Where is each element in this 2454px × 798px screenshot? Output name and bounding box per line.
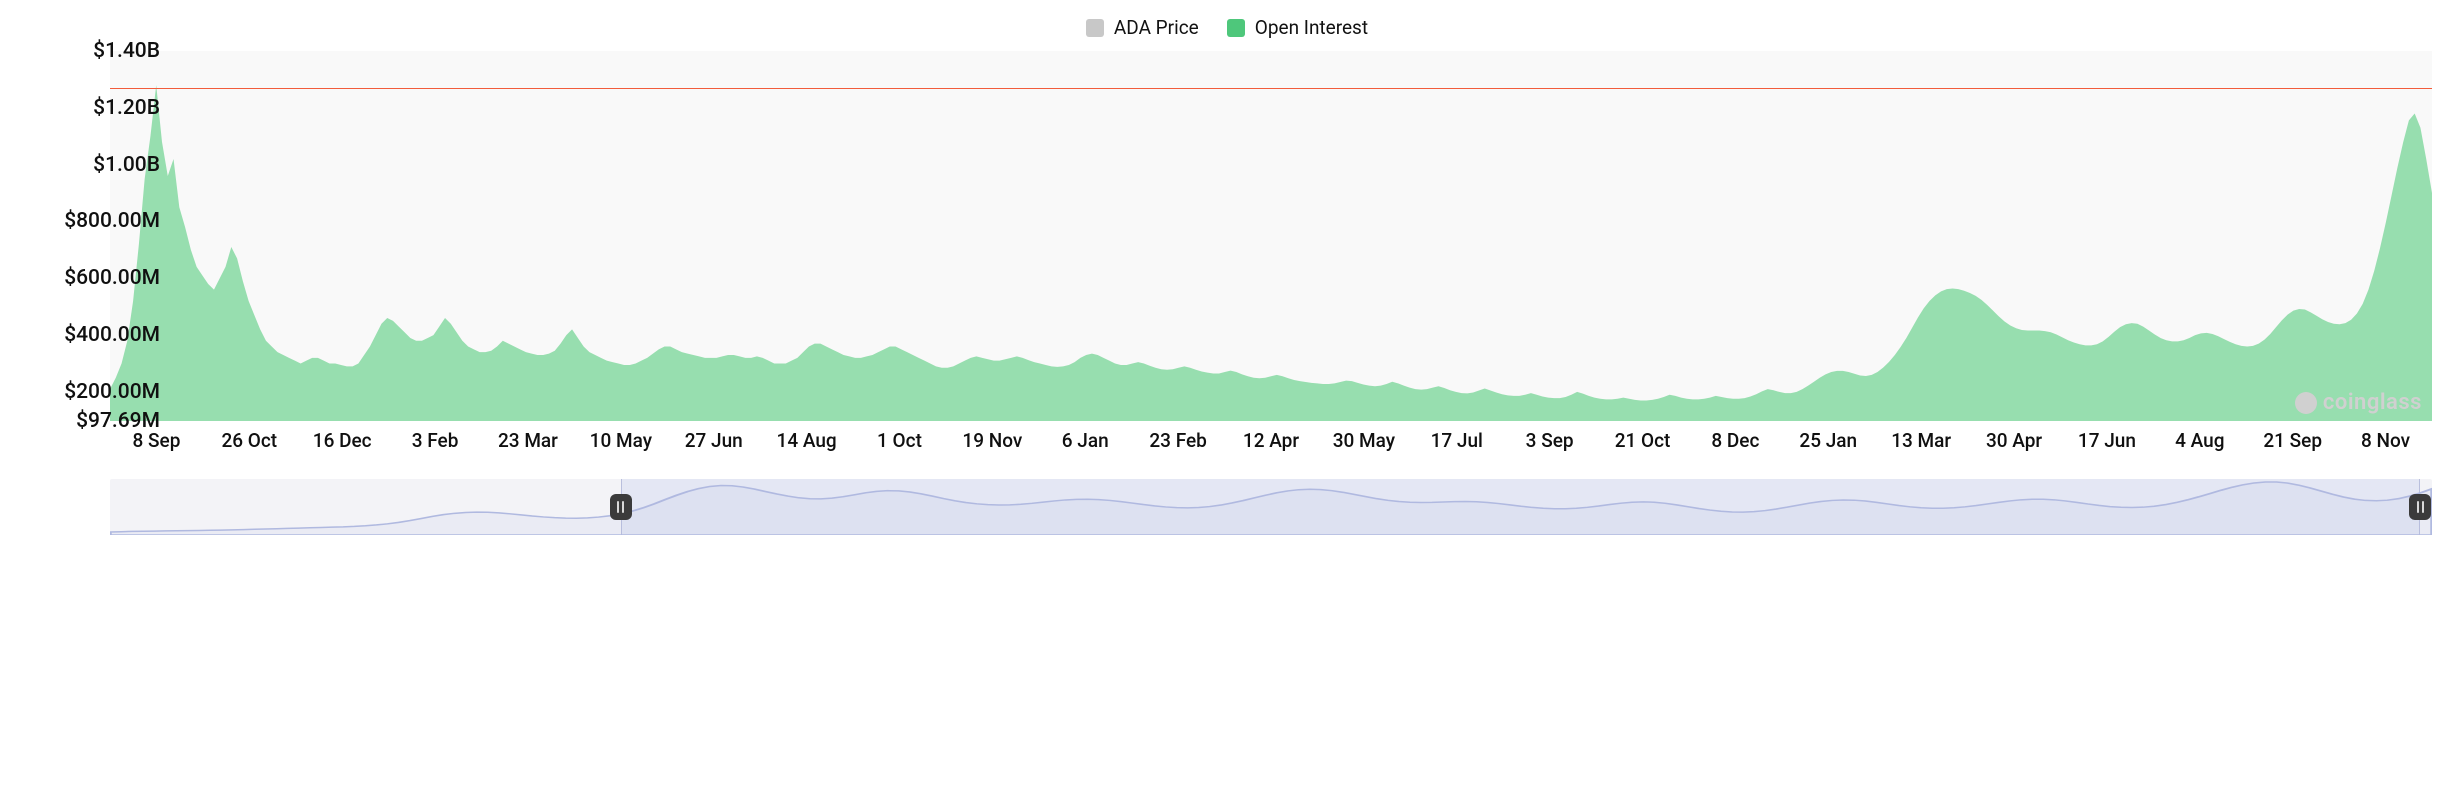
y-tick-label: $800.00M <box>40 209 160 233</box>
x-tick-label: 8 Sep <box>132 429 180 452</box>
x-tick-label: 21 Sep <box>2263 429 2322 452</box>
y-tick-label: $1.20B <box>40 96 160 120</box>
x-tick-label: 30 Apr <box>1986 429 2042 452</box>
x-tick-label: 8 Nov <box>2361 429 2410 452</box>
navigator[interactable] <box>110 479 2432 535</box>
main-chart: coinglass $1.40B$1.20B$1.00B$800.00M$600… <box>110 51 2432 421</box>
chart-legend: ADA Price Open Interest <box>0 0 2454 39</box>
x-tick-label: 8 Dec <box>1711 429 1759 452</box>
watermark-text: coinglass <box>2323 390 2422 415</box>
x-tick-label: 13 Mar <box>1891 429 1951 452</box>
navigator-handle-left[interactable] <box>610 494 632 520</box>
x-tick-label: 3 Feb <box>412 429 459 452</box>
legend-label-price: ADA Price <box>1114 16 1199 39</box>
navigator-line <box>110 479 2432 535</box>
x-tick-label: 16 Dec <box>313 429 372 452</box>
x-tick-label: 19 Nov <box>962 429 1022 452</box>
legend-item-price[interactable]: ADA Price <box>1086 16 1199 39</box>
x-tick-label: 12 Apr <box>1243 429 1299 452</box>
y-tick-label: $600.00M <box>40 266 160 290</box>
navigator-handle-right[interactable] <box>2409 494 2431 520</box>
legend-swatch-oi <box>1227 19 1245 37</box>
x-tick-label: 25 Jan <box>1799 429 1857 452</box>
x-tick-label: 30 May <box>1333 429 1395 452</box>
x-tick-label: 17 Jul <box>1431 429 1483 452</box>
watermark-icon <box>2295 392 2317 414</box>
y-axis: $1.40B$1.20B$1.00B$800.00M$600.00M$400.0… <box>40 51 160 421</box>
reference-line <box>110 88 2432 89</box>
watermark: coinglass <box>2295 390 2422 415</box>
x-tick-label: 3 Sep <box>1526 429 1574 452</box>
x-tick-label: 10 May <box>590 429 652 452</box>
y-tick-label: $200.00M <box>40 380 160 404</box>
x-tick-label: 21 Oct <box>1615 429 1671 452</box>
x-tick-label: 14 Aug <box>777 429 837 452</box>
y-tick-label: $1.40B <box>40 39 160 63</box>
x-tick-label: 26 Oct <box>221 429 277 452</box>
legend-label-oi: Open Interest <box>1255 16 1368 39</box>
x-tick-label: 17 Jun <box>2078 429 2136 452</box>
legend-swatch-price <box>1086 19 1104 37</box>
x-tick-label: 6 Jan <box>1062 429 1109 452</box>
x-tick-label: 1 Oct <box>877 429 922 452</box>
x-tick-label: 4 Aug <box>2175 429 2224 452</box>
x-tick-label: 23 Mar <box>498 429 558 452</box>
x-tick-label: 27 Jun <box>685 429 743 452</box>
legend-item-oi[interactable]: Open Interest <box>1227 16 1368 39</box>
plot-area[interactable]: coinglass <box>110 51 2432 421</box>
open-interest-area <box>110 51 2432 421</box>
x-axis: 8 Sep 26 Oct 16 Dec 3 Feb 23 Mar 10 May 27 Jun… <box>110 421 2432 451</box>
y-tick-label: $400.00M <box>40 323 160 347</box>
x-tick-label: 23 Feb <box>1149 429 1206 452</box>
y-tick-label: $1.00B <box>40 153 160 177</box>
